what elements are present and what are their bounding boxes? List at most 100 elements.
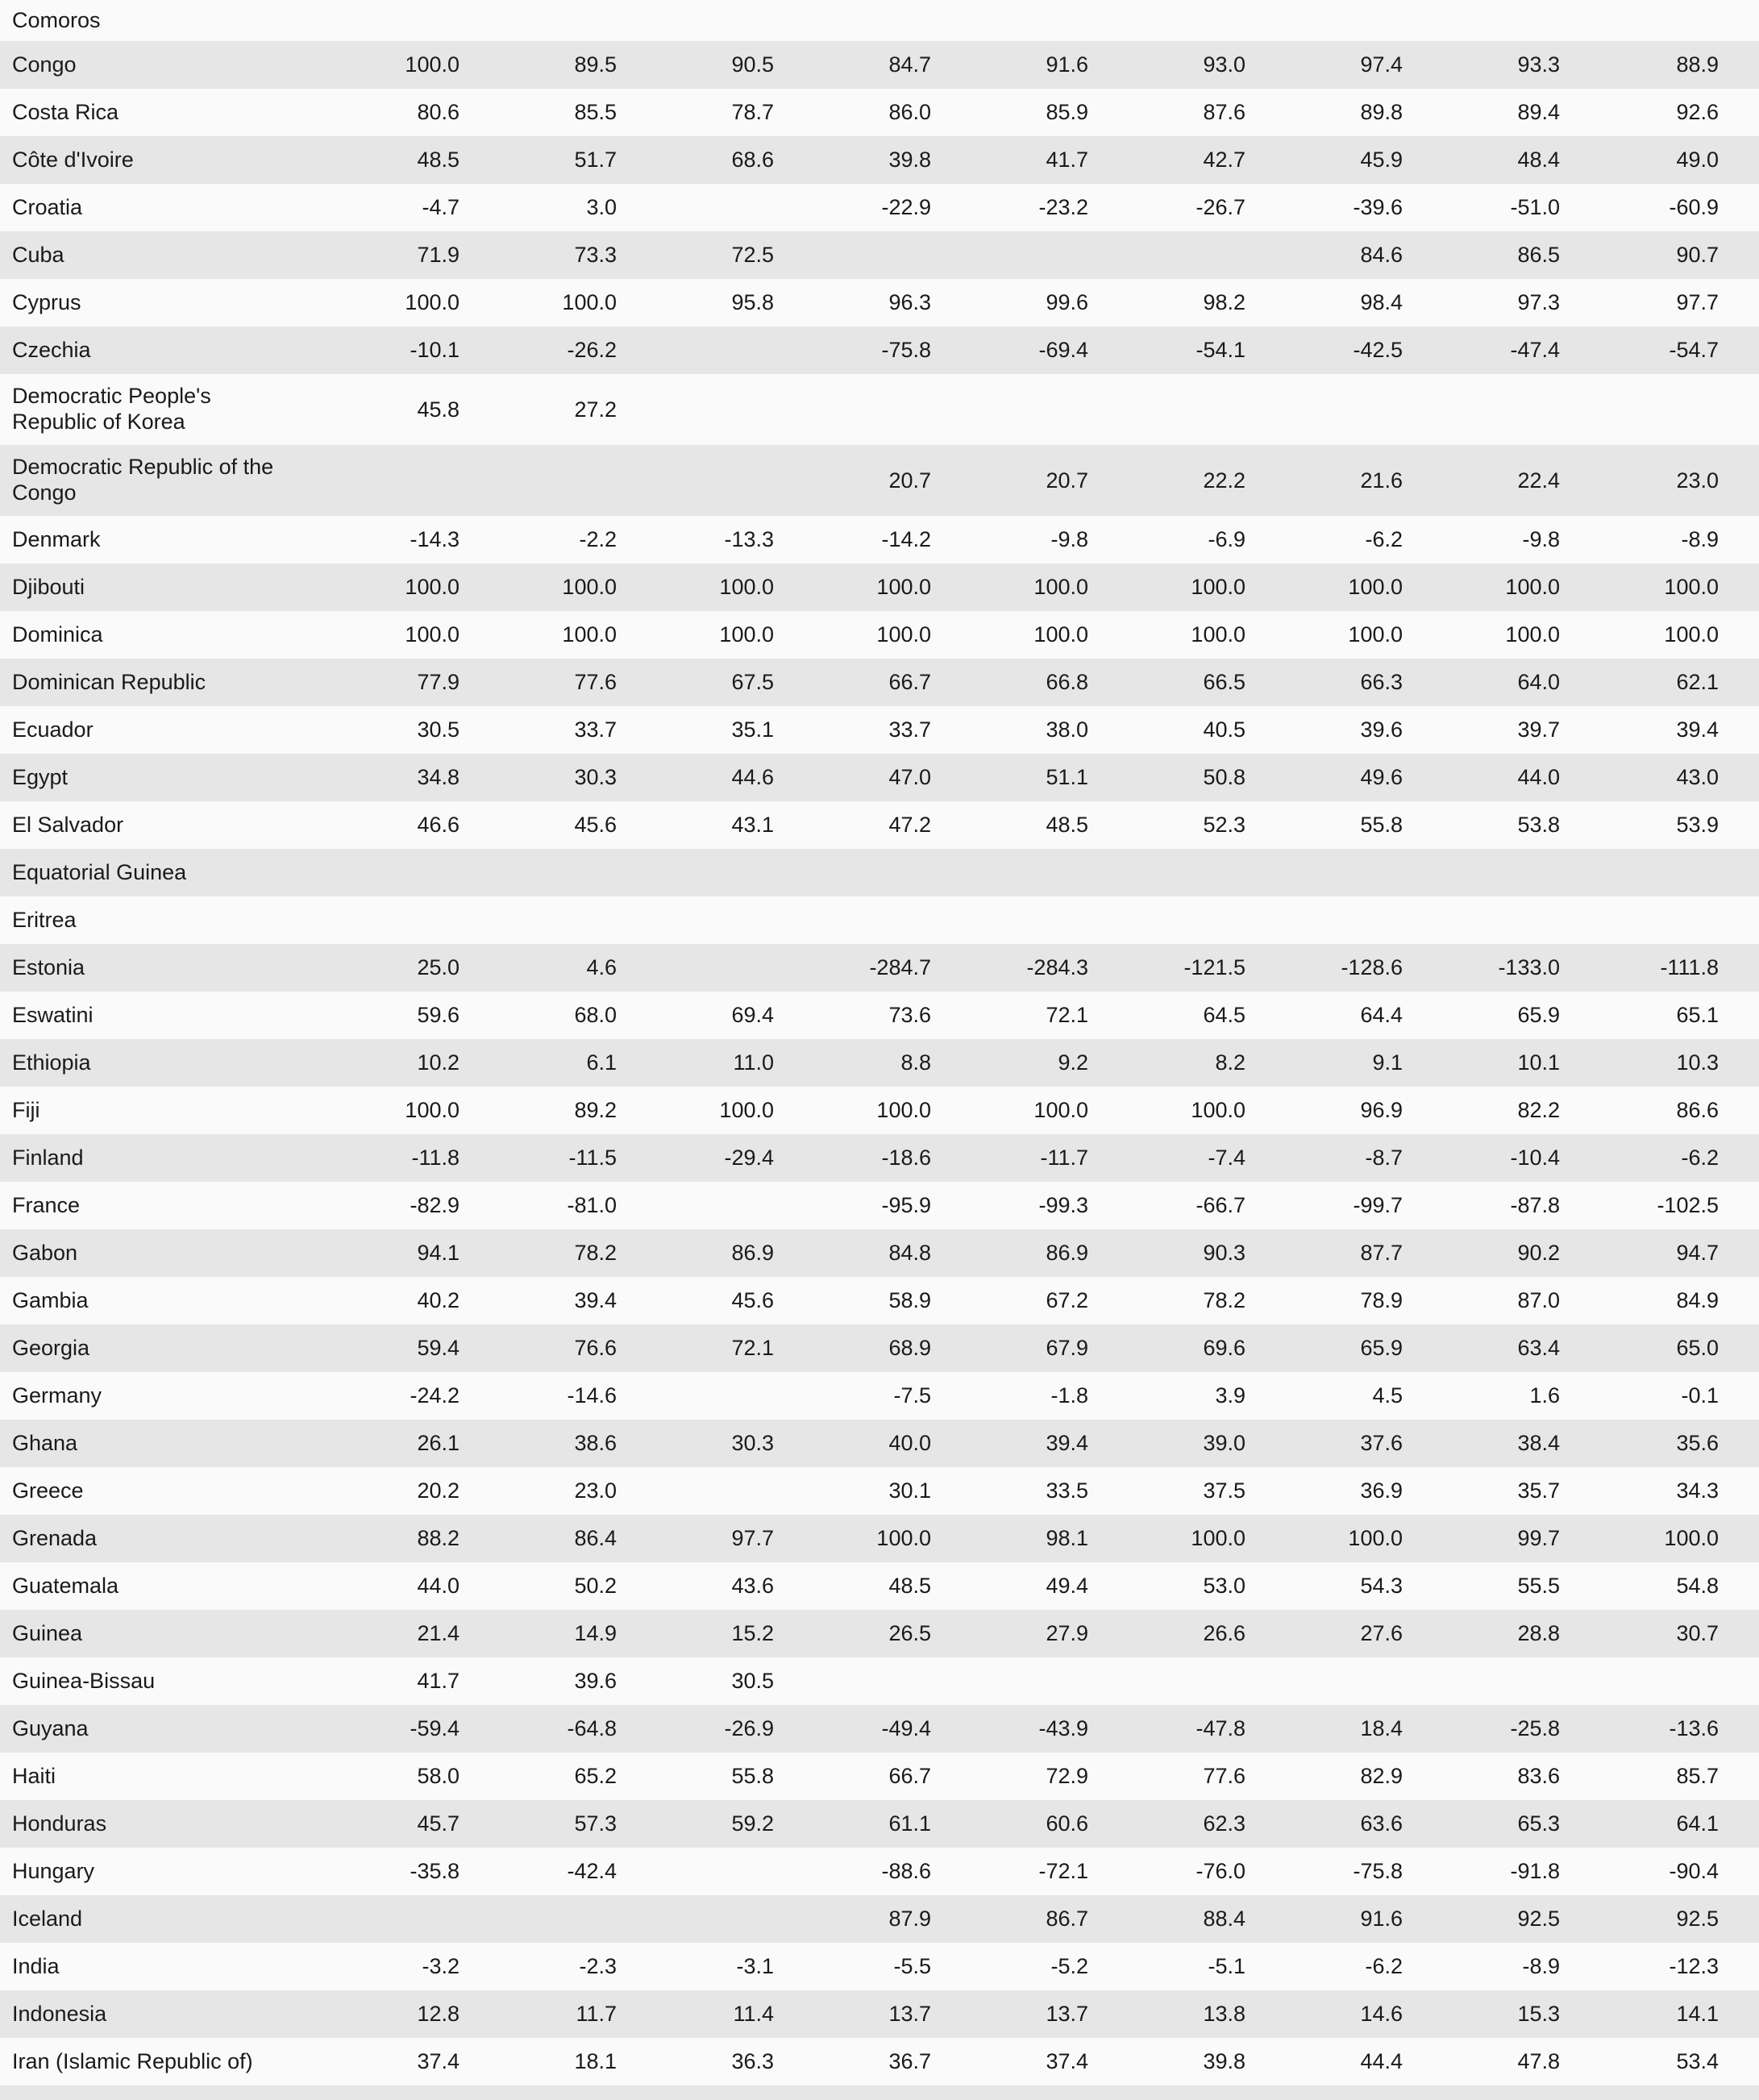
value-cell: -11.5 [568, 1146, 617, 1170]
table-row: Congo 100.0 89.5 90.5 84.7 91.6 93.0 97.4 93.3 8… [0, 41, 1759, 89]
value-cell: -95.9 [881, 1193, 931, 1217]
value-cell: -49.4 [881, 1716, 931, 1740]
value-cell: -6.2 [1365, 1954, 1403, 1978]
value-cell: 100.0 [719, 1098, 774, 1122]
value-cell: 68.9 [888, 1336, 931, 1360]
value-cell: 9.2 [1058, 1050, 1088, 1075]
value-cell: 39.8 [1203, 2049, 1245, 2073]
value-cell: 86.7 [1046, 1907, 1088, 1931]
country-name-cell: Comoros [12, 7, 101, 32]
value-cell: 93.3 [1517, 52, 1560, 77]
value-cell: -14.2 [881, 527, 931, 551]
value-cell: 58.9 [888, 1288, 931, 1312]
value-cell: 8.8 [900, 1050, 931, 1075]
country-name-cell: Gabon [12, 1240, 78, 1265]
value-cell: -66.7 [1196, 1193, 1245, 1217]
value-cell: 38.4 [1517, 1431, 1560, 1455]
value-cell: 86.6 [1676, 1098, 1719, 1122]
value-cell: -11.7 [1040, 1146, 1088, 1170]
value-cell: 97.7 [731, 1526, 774, 1550]
value-cell: 100.0 [405, 52, 460, 77]
table-row: Gambia 40.2 39.4 45.6 58.9 67.2 78.2 78.9 87.0 8… [0, 1277, 1759, 1324]
value-cell: 95.8 [731, 290, 774, 314]
country-name-cell: Iran (Islamic Republic of) [12, 2048, 253, 2073]
value-cell: 34.3 [1676, 1478, 1719, 1503]
value-cell: 22.4 [1517, 468, 1560, 493]
value-cell: 88.4 [1203, 1907, 1245, 1931]
value-cell: 53.9 [1676, 813, 1719, 837]
value-cell: 45.9 [1360, 148, 1403, 172]
value-cell: 61.1 [888, 1811, 931, 1836]
table-row: Dominican Republic 77.9 77.6 67.5 66.7 66.8 6… [0, 659, 1759, 706]
value-cell: 100.0 [1033, 575, 1088, 599]
country-name-cell: Democratic People's Republic of Korea [12, 384, 211, 434]
table-row: Denmark -14.3 -2.2 -13.3 -14.2 -9.8 -6.9 -6.2 -… [0, 516, 1759, 563]
value-cell: -4.7 [422, 195, 460, 219]
table-row: Iceland 87.9 86.7 88.4 91.6 92.5 92.5 [0, 1895, 1759, 1943]
value-cell: 90.7 [1676, 243, 1719, 267]
value-cell: 30.3 [731, 1431, 774, 1455]
value-cell: 84.9 [1676, 1288, 1719, 1312]
value-cell: -133.0 [1498, 955, 1560, 979]
value-cell: 39.6 [574, 1669, 617, 1693]
value-cell: 100.0 [562, 575, 617, 599]
value-cell: 39.4 [574, 1288, 617, 1312]
value-cell: 100.0 [1348, 622, 1403, 647]
value-cell: 26.6 [1203, 1621, 1245, 1645]
country-name-cell: Eritrea [12, 907, 77, 932]
value-cell: -88.6 [881, 1859, 931, 1883]
value-cell: 41.7 [417, 1669, 460, 1693]
table-row: Croatia -4.7 3.0 -22.9 -23.2 -26.7 -39.6 -51.0… [0, 184, 1759, 231]
value-cell: 42.7 [1203, 148, 1245, 172]
value-cell: 47.0 [888, 765, 931, 789]
value-cell: 12.8 [417, 2002, 460, 2026]
value-cell: 43.0 [1676, 765, 1719, 789]
value-cell: 28.8 [1517, 1621, 1560, 1645]
value-cell: 65.2 [574, 1764, 617, 1788]
country-name-cell: Grenada [12, 1525, 98, 1550]
value-cell: 77.6 [574, 670, 617, 694]
value-cell: 30.3 [574, 765, 617, 789]
value-cell: -42.5 [1353, 338, 1403, 362]
value-cell: 1.6 [1529, 1383, 1560, 1408]
value-cell: 91.6 [1046, 52, 1088, 77]
value-cell: -13.6 [1669, 1716, 1719, 1740]
country-name-cell: Equatorial Guinea [12, 859, 187, 884]
value-cell: 48.4 [1517, 148, 1560, 172]
value-cell: 34.8 [417, 765, 460, 789]
table-row: Comoros [0, 0, 1759, 41]
value-cell: -43.9 [1038, 1716, 1088, 1740]
table-row: Costa Rica 80.6 85.5 78.7 86.0 85.9 87.6 89.8 8… [0, 89, 1759, 136]
value-cell: -47.4 [1510, 338, 1560, 362]
table-row: Dominica 100.0 100.0 100.0 100.0 100.0 100.0 1… [0, 611, 1759, 659]
value-cell: 45.8 [417, 397, 460, 422]
value-cell: 69.4 [731, 1003, 774, 1027]
value-cell: 66.7 [888, 1764, 931, 1788]
value-cell: 85.7 [1676, 1764, 1719, 1788]
value-cell: 35.1 [731, 717, 774, 742]
value-cell: 11.7 [576, 2002, 617, 2026]
value-cell: 11.4 [733, 2002, 774, 2026]
value-cell: -11.8 [411, 1146, 460, 1170]
country-name-cell: France [12, 1192, 81, 1217]
value-cell: 39.4 [1676, 717, 1719, 742]
value-cell: 13.8 [1203, 2002, 1245, 2026]
country-name-cell: Guinea-Bissau [12, 1668, 156, 1693]
value-cell: -47.8 [1196, 1716, 1245, 1740]
value-cell: 20.7 [888, 468, 931, 493]
value-cell: 44.0 [1517, 765, 1560, 789]
table-row: Estonia 25.0 4.6 -284.7 -284.3 -121.5 -128.6 -… [0, 944, 1759, 992]
value-cell: 99.7 [1517, 1526, 1560, 1550]
value-cell: 99.6 [1046, 290, 1088, 314]
country-name-cell: Estonia [12, 954, 85, 979]
country-name-cell: Indonesia [12, 2001, 107, 2026]
value-cell: 86.0 [888, 100, 931, 124]
value-cell: -18.6 [881, 1146, 931, 1170]
value-cell: 41.7 [1046, 148, 1088, 172]
value-cell: 100.0 [1191, 1098, 1245, 1122]
value-cell: 68.0 [574, 1003, 617, 1027]
value-cell: 98.1 [1046, 1526, 1088, 1550]
value-cell: 49.4 [1046, 1574, 1088, 1598]
table-row: Georgia 59.4 76.6 72.1 68.9 67.9 69.6 65.9 63.4… [0, 1324, 1759, 1372]
